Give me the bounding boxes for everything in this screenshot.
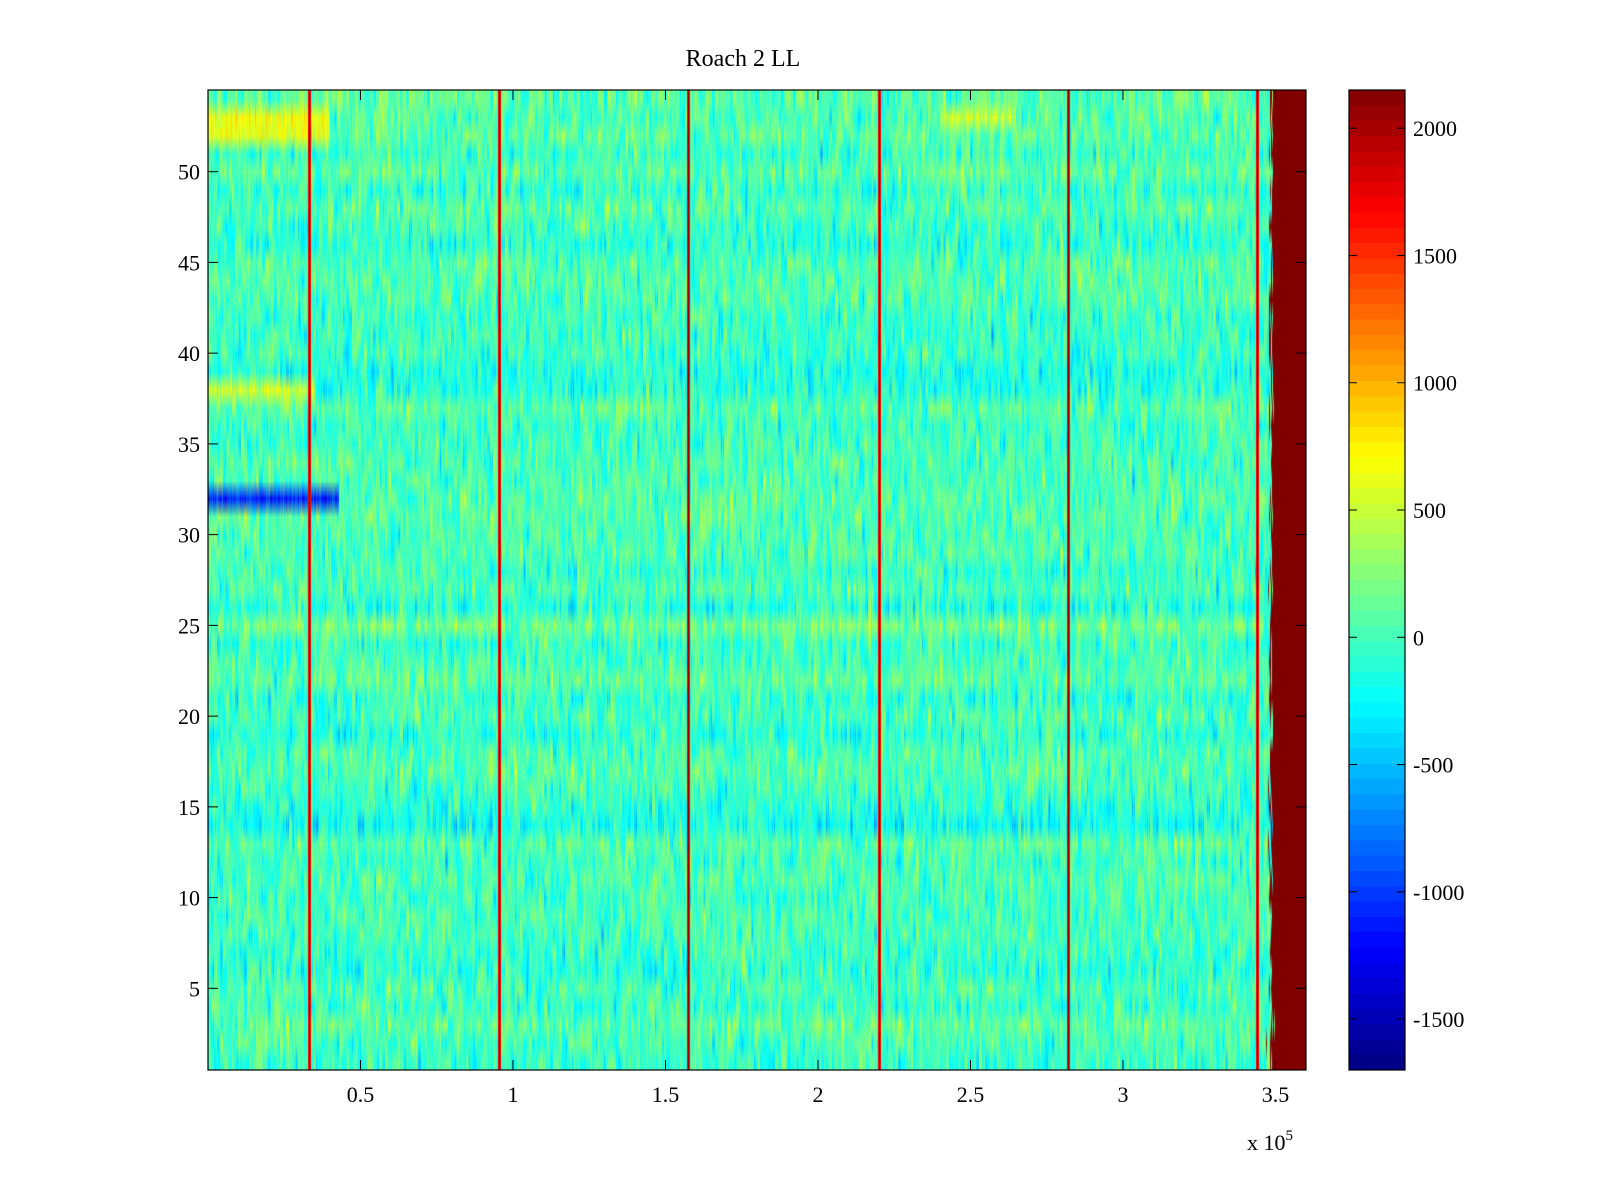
x-tick-label: 2 — [813, 1082, 824, 1107]
y-tick-label: 15 — [178, 795, 200, 820]
colorbar-tick-label: -1000 — [1413, 880, 1464, 905]
y-tick-label: 30 — [178, 523, 200, 548]
y-tick-label: 20 — [178, 704, 200, 729]
x-tick-label: 1 — [508, 1082, 519, 1107]
y-tick-label: 5 — [189, 976, 200, 1001]
colorbar-tick-label: 500 — [1413, 498, 1446, 523]
x-axis: 0.5 1 1.5 2 2.5 3 3.5 — [347, 90, 1290, 1107]
colorbar-tick-label: 0 — [1413, 625, 1424, 650]
colorbar-tick-label: -1500 — [1413, 1007, 1464, 1032]
y-tick-label: 35 — [178, 432, 200, 457]
colorbar: 2000 1500 1000 500 0 -500 -1000 -1500 — [1348, 89, 1464, 1071]
colorbar-image — [1349, 90, 1405, 1070]
colorbar-ticks: 2000 1500 1000 500 0 -500 -1000 -1500 — [1349, 116, 1464, 1032]
x-multiplier-exponent: 5 — [1286, 1128, 1294, 1144]
chart-title: Roach 2 LL — [686, 46, 801, 72]
heatmap-plot-area — [207, 89, 1307, 1071]
y-tick-label: 10 — [178, 886, 200, 911]
y-tick-label: 45 — [178, 250, 200, 275]
colorbar-tick-label: 1500 — [1413, 243, 1457, 268]
x-tick-label: 3 — [1118, 1082, 1129, 1107]
x-tick-label: 3.5 — [1262, 1082, 1290, 1107]
y-axis: 5 10 15 20 25 30 35 40 45 50 — [178, 160, 1306, 1001]
colorbar-tick-label: 2000 — [1413, 116, 1457, 141]
y-tick-label: 25 — [178, 613, 200, 638]
x-multiplier-label: x 105 — [1247, 1128, 1293, 1155]
x-tick-label: 1.5 — [652, 1082, 680, 1107]
y-tick-label: 50 — [178, 160, 200, 185]
colorbar-frame — [1348, 89, 1406, 1071]
colorbar-tick-label: -500 — [1413, 753, 1453, 778]
y-tick-label: 40 — [178, 341, 200, 366]
colorbar-tick-label: 1000 — [1413, 371, 1457, 396]
x-tick-label: 0.5 — [347, 1082, 375, 1107]
x-tick-label: 2.5 — [957, 1082, 985, 1107]
plot-frame — [207, 89, 1307, 1071]
heatmap-image — [208, 90, 1306, 1070]
